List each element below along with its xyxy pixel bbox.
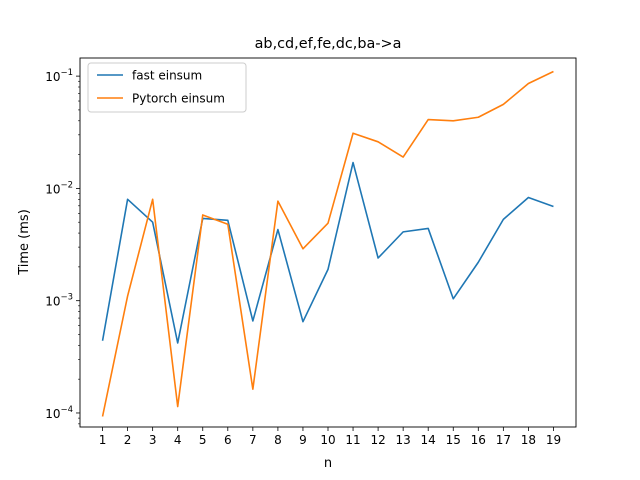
y-tick-exponent: −1 [60,68,73,78]
y-tick-base: 10 [45,295,60,309]
plot-area [80,58,576,427]
x-tick-label: 16 [471,433,486,447]
legend-label: Pytorch einsum [132,92,225,106]
x-axis-label: n [324,456,332,471]
x-tick-label: 8 [274,433,282,447]
chart-title: ab,cd,ef,fe,dc,ba->a [255,36,402,52]
plot-frame [79,57,577,428]
x-tick-label: 11 [345,433,360,447]
x-tick-label: 2 [124,433,132,447]
y-tick-label: 10−1 [45,68,73,84]
x-tick-label: 14 [421,433,436,447]
x-tick-label: 3 [149,433,157,447]
axes-layer: 1 2 3 4 5 6 7 8 9 10 11 12 13 14 15 16 17 18 1910−410−310−… [45,68,561,447]
x-tick-label: 12 [370,433,385,447]
y-tick-base: 10 [45,182,60,196]
x-tick-label: 7 [249,433,257,447]
series-line-fast-einsum [101,161,554,344]
y-tick-exponent: −2 [60,180,73,190]
x-tick-label: 15 [446,433,461,447]
x-tick-label: 6 [224,433,232,447]
legend-label: fast einsum [132,69,202,83]
x-tick-label: 18 [521,433,536,447]
x-tick-label: 10 [320,433,335,447]
y-tick-label: 10−2 [45,180,73,196]
x-tick-label: 5 [199,433,207,447]
y-tick-exponent: −4 [60,405,73,415]
x-tick-label: 9 [299,433,307,447]
y-axis-label: Time (ms) [17,209,32,276]
x-tick-label: 19 [546,433,561,447]
x-tick-label: 1 [99,433,107,447]
y-tick-base: 10 [45,407,60,421]
series-line-pytorch-einsum [101,70,554,417]
series-layer [101,70,554,417]
y-tick-label: 10−3 [45,293,73,309]
y-tick-exponent: −3 [60,293,73,303]
x-tick-label: 17 [496,433,511,447]
y-tick-base: 10 [45,70,60,84]
y-tick-label: 10−4 [45,405,73,421]
x-tick-label: 4 [174,433,182,447]
legend-box [87,62,247,113]
x-tick-label: 13 [396,433,411,447]
legend: fast einsum Pytorch einsum [87,62,247,113]
